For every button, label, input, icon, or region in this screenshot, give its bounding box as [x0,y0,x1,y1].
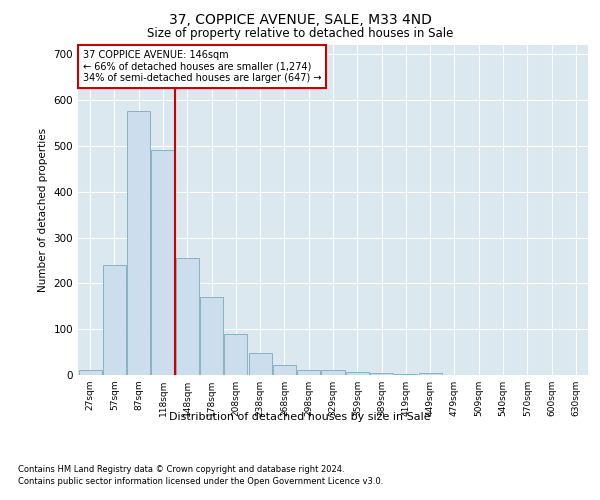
Bar [419,372,442,375]
Bar [79,370,101,375]
Bar [322,370,344,375]
Text: 37, COPPICE AVENUE, SALE, M33 4ND: 37, COPPICE AVENUE, SALE, M33 4ND [169,12,431,26]
Bar [370,372,393,375]
Bar [127,112,150,375]
Bar [176,258,199,375]
Bar [200,297,223,375]
Text: 37 COPPICE AVENUE: 146sqm
← 66% of detached houses are smaller (1,274)
34% of se: 37 COPPICE AVENUE: 146sqm ← 66% of detac… [83,50,322,83]
Bar [248,354,272,375]
Text: Size of property relative to detached houses in Sale: Size of property relative to detached ho… [147,28,453,40]
Bar [273,365,296,375]
Bar [394,374,418,375]
Bar [151,150,175,375]
Text: Contains public sector information licensed under the Open Government Licence v3: Contains public sector information licen… [18,478,383,486]
Bar [103,265,126,375]
Bar [346,372,369,375]
Text: Contains HM Land Registry data © Crown copyright and database right 2024.: Contains HM Land Registry data © Crown c… [18,465,344,474]
Text: Distribution of detached houses by size in Sale: Distribution of detached houses by size … [169,412,431,422]
Bar [297,370,320,375]
Bar [224,334,247,375]
Y-axis label: Number of detached properties: Number of detached properties [38,128,48,292]
